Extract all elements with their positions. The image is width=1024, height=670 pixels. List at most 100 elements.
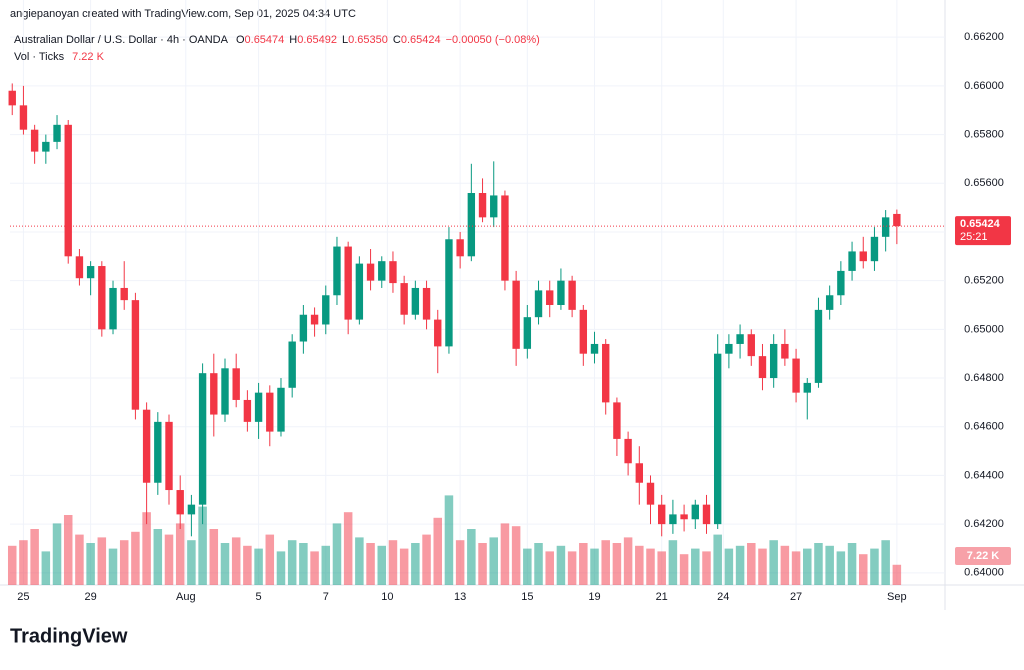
volume-bar xyxy=(86,543,95,585)
candle-body xyxy=(680,514,688,520)
x-tick-label: 7 xyxy=(323,591,329,603)
volume-bar xyxy=(30,529,39,585)
volume-bar xyxy=(601,540,610,585)
y-tick-label: 0.64200 xyxy=(964,518,1004,530)
volume-bar xyxy=(75,534,84,585)
candle-body xyxy=(602,343,610,403)
candle-body xyxy=(30,129,39,152)
volume-bar xyxy=(780,545,790,585)
candle-body xyxy=(243,399,252,422)
volume-bar xyxy=(433,517,443,585)
attribution: angiepanoyan created with TradingView.co… xyxy=(10,8,356,20)
candle-body xyxy=(546,290,554,305)
x-tick-label: 29 xyxy=(84,591,96,603)
candle-body xyxy=(534,290,543,318)
candle-body xyxy=(646,482,655,505)
candle-body xyxy=(366,263,375,281)
x-tick-label: 24 xyxy=(717,591,729,603)
candle-body xyxy=(8,90,16,106)
volume-bar xyxy=(679,554,689,585)
candle-body xyxy=(310,314,319,325)
volume-bar xyxy=(276,551,286,585)
volume-bar xyxy=(343,512,353,585)
volume-value: 7.22 K xyxy=(72,51,104,63)
candle-body xyxy=(98,266,106,330)
candle-body xyxy=(400,283,408,315)
volume-bar xyxy=(41,551,51,585)
candle-body xyxy=(389,261,397,284)
volume-bar xyxy=(119,540,129,585)
volume-bar xyxy=(657,551,666,585)
candle-body xyxy=(781,343,789,359)
candle-body xyxy=(254,392,263,422)
countdown: 25:21 xyxy=(960,231,988,243)
candle-body xyxy=(198,373,207,505)
y-tick-label: 0.66200 xyxy=(964,31,1004,43)
x-tick-label: 10 xyxy=(381,591,393,603)
candle-body xyxy=(803,382,811,393)
volume-bar xyxy=(567,551,577,585)
volume-bar xyxy=(198,506,207,585)
candle-body xyxy=(814,309,823,383)
volume-bar xyxy=(724,548,734,585)
candle-body xyxy=(187,504,196,515)
candle-body xyxy=(86,266,95,279)
volume-bar xyxy=(870,548,879,585)
brand-logo: TradingView xyxy=(10,625,128,647)
ohlc-value: 0.65424 xyxy=(401,34,441,46)
candle-body xyxy=(210,373,218,415)
candle-body xyxy=(176,490,184,515)
volume-bar xyxy=(399,548,409,585)
volume-bar xyxy=(747,543,756,585)
candle-body xyxy=(859,251,867,262)
volume-bar xyxy=(881,540,890,585)
x-tick-label: 19 xyxy=(588,591,600,603)
candle-body xyxy=(557,280,565,305)
y-tick-label: 0.64400 xyxy=(964,469,1004,481)
volume-bar xyxy=(7,545,17,585)
candle-body xyxy=(579,309,588,354)
volume-label-box xyxy=(955,547,1011,565)
x-tick-label: 15 xyxy=(521,591,533,603)
ohlc-key: C xyxy=(393,34,401,46)
candle-body xyxy=(19,105,28,130)
volume-bar xyxy=(153,529,163,585)
volume-bar xyxy=(545,551,554,585)
candle-body xyxy=(725,343,733,354)
y-tick-label: 0.64000 xyxy=(964,567,1004,579)
volume-bar xyxy=(892,564,902,585)
y-tick-label: 0.66000 xyxy=(964,80,1004,92)
candle-body xyxy=(232,368,240,400)
x-tick-label: Aug xyxy=(176,591,196,603)
candle-body xyxy=(445,239,453,347)
candle-body xyxy=(422,287,431,320)
change: −0.00050 (−0.08%) xyxy=(446,34,540,46)
y-tick-label: 0.64600 xyxy=(964,421,1004,433)
symbol-legend: Australian Dollar / U.S. Dollar · 4h · O… xyxy=(14,34,540,46)
volume-bar xyxy=(388,540,398,585)
candle-body xyxy=(467,193,476,257)
candle-body xyxy=(512,280,520,349)
y-tick-label: 0.65800 xyxy=(964,128,1004,140)
candle-body xyxy=(333,246,341,296)
volume-bar xyxy=(321,545,331,585)
volume-bar xyxy=(411,543,420,585)
candle-body xyxy=(758,356,767,379)
volume-label: 7.22 K xyxy=(967,550,999,562)
volume-bar xyxy=(377,545,387,585)
candle-body xyxy=(881,217,890,237)
candle-body xyxy=(322,295,330,325)
volume-bar xyxy=(243,545,252,585)
y-tick-label: 0.64800 xyxy=(964,372,1004,384)
candle-body xyxy=(893,213,901,227)
candle-body xyxy=(624,438,632,464)
candle-body xyxy=(277,387,285,432)
ohlc-value: 0.65474 xyxy=(245,34,285,46)
volume-bar xyxy=(478,543,487,585)
candle-body xyxy=(523,317,532,349)
volume-bar xyxy=(19,540,28,585)
volume-bar xyxy=(500,523,510,585)
candle-body xyxy=(64,124,72,257)
candle-body xyxy=(691,504,699,520)
volume-bar xyxy=(209,529,219,585)
